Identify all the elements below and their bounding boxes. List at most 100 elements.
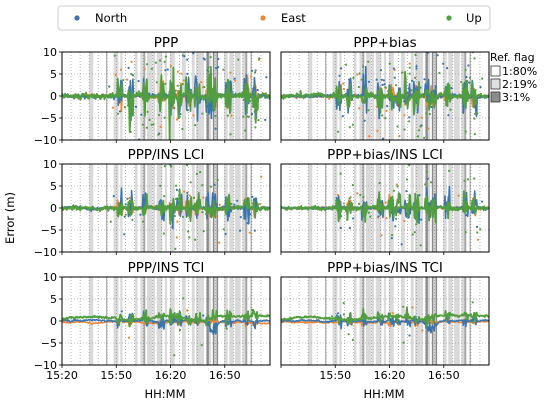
series-point-up — [195, 172, 198, 176]
series-point-north — [415, 65, 418, 68]
x-tick-label: 15:50 — [319, 369, 351, 382]
series-point-up — [254, 69, 257, 72]
series-point-up — [174, 89, 177, 92]
legend-east-marker — [260, 15, 266, 21]
series-point-east — [111, 106, 114, 109]
series-point-up — [360, 78, 363, 81]
legend-north-marker — [74, 15, 80, 21]
series-point-up — [425, 170, 429, 173]
series-point-up — [141, 123, 145, 126]
series-point-up — [131, 218, 134, 221]
series-point-up — [202, 230, 205, 233]
series-point-up — [173, 354, 176, 357]
series-point-up — [145, 195, 148, 198]
series-point-north — [212, 326, 215, 329]
series-point-east — [183, 190, 186, 193]
series-point-up — [255, 141, 257, 143]
series-point-up — [177, 197, 180, 200]
series-point-up — [199, 171, 202, 174]
series-point-up — [113, 49, 115, 51]
series-point-north — [126, 197, 129, 200]
series-point-north — [420, 218, 423, 221]
series-point-north — [186, 191, 189, 194]
series-point-up — [463, 179, 466, 182]
y-tick-label: 0 — [50, 202, 57, 215]
series-point-up — [460, 81, 463, 84]
series-point-north — [143, 141, 145, 143]
series-point-up — [357, 85, 360, 89]
series-point-up — [188, 236, 191, 239]
series-point-east — [398, 135, 401, 138]
series-point-up — [419, 49, 421, 51]
series-point-up — [154, 61, 157, 64]
series-point-north — [217, 66, 220, 69]
series-point-up — [395, 217, 398, 220]
series-point-up — [163, 195, 166, 198]
series-point-north — [239, 229, 242, 232]
series-point-up — [337, 130, 340, 133]
legend-up-marker — [446, 15, 452, 21]
series-point-up — [408, 72, 411, 75]
series-point-up — [417, 129, 421, 132]
series-point-up — [163, 116, 166, 119]
series-line-north — [62, 310, 270, 336]
series-point-north — [108, 85, 111, 88]
series-point-north — [390, 237, 393, 240]
series-point-up — [367, 211, 370, 214]
series-point-up — [358, 72, 361, 75]
series-point-east — [384, 201, 387, 204]
panel-2: PPP+bias — [280, 35, 490, 143]
series-point-up — [254, 126, 257, 129]
series-point-up — [202, 49, 204, 51]
series-point-east — [342, 202, 346, 205]
series-point-up — [182, 297, 185, 300]
series-point-up — [230, 202, 233, 205]
series-point-north — [386, 105, 389, 108]
series-line-up — [62, 188, 270, 225]
series-point-north — [120, 310, 123, 313]
panel-plot-area — [62, 49, 270, 143]
series-point-up — [201, 184, 204, 187]
series-point-north — [367, 80, 371, 83]
x-axis-label-left: HH:MM — [144, 387, 185, 401]
series-point-up — [414, 53, 417, 57]
series-point-north — [381, 137, 385, 140]
series-point-east — [182, 79, 185, 82]
series-point-north — [224, 232, 227, 236]
series-point-up — [481, 77, 484, 80]
series-point-up — [209, 56, 212, 59]
ref-flag-swatch-2 — [490, 78, 501, 90]
series-point-up — [425, 99, 428, 102]
series-point-up — [145, 63, 149, 66]
series-line-up — [281, 70, 489, 116]
series-point-up — [399, 206, 402, 209]
series-point-up — [392, 189, 395, 192]
series-point-up — [384, 117, 387, 120]
x-tick-label: 16:50 — [209, 369, 241, 382]
series-point-up — [445, 161, 447, 163]
series-point-north — [339, 226, 342, 229]
series-point-north — [213, 183, 216, 186]
series-point-north — [152, 321, 155, 324]
series-point-north — [348, 226, 351, 229]
series-point-up — [173, 106, 176, 110]
panel-title: PPP/INS TCI — [128, 260, 205, 276]
series-point-up — [410, 89, 413, 92]
series-point-north — [400, 243, 403, 246]
series-point-east — [477, 141, 479, 143]
ref-flag-swatch-1 — [490, 65, 501, 77]
series-point-up — [396, 185, 399, 188]
series-point-north — [182, 141, 184, 143]
series-point-east — [431, 102, 434, 106]
y-tick-label: −10 — [34, 359, 57, 372]
series-point-up — [411, 233, 414, 236]
series-point-up — [351, 338, 354, 341]
series-point-north — [250, 112, 254, 116]
panel-title: PPP+bias/INS LCI — [327, 147, 443, 163]
ref-flag-label-1: 1:80% — [502, 65, 537, 78]
series-point-east — [248, 231, 251, 234]
series-point-up — [163, 165, 166, 168]
series-point-up — [208, 141, 210, 143]
series-point-up — [118, 205, 121, 208]
